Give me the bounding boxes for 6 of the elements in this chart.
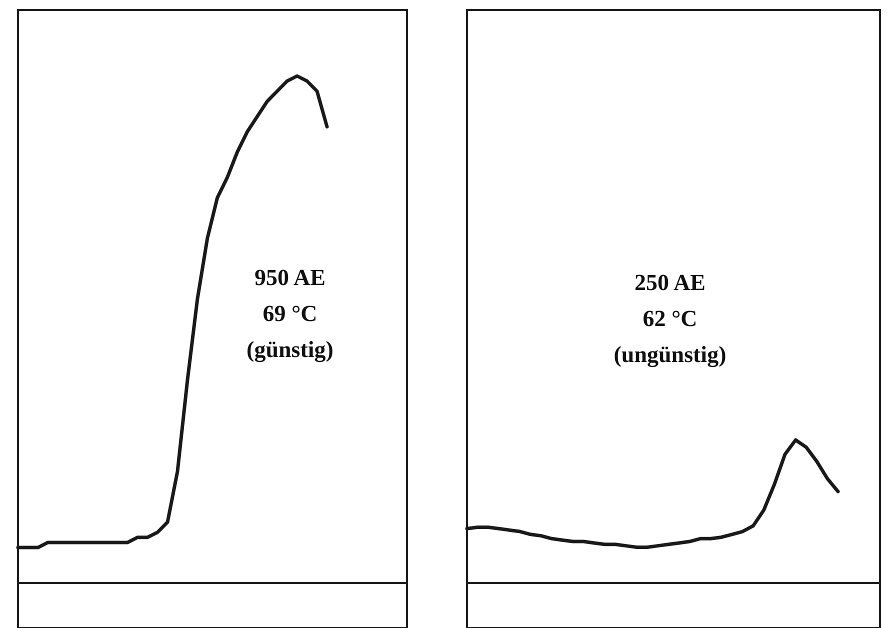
annotation: 950 AE: [254, 265, 326, 290]
annotation: (günstig): [246, 337, 334, 363]
text: 62 °C: [642, 306, 698, 331]
annotation: 69 °C: [262, 301, 318, 326]
text: 250 AE: [634, 270, 706, 295]
text: (ungünstig): [614, 342, 726, 368]
